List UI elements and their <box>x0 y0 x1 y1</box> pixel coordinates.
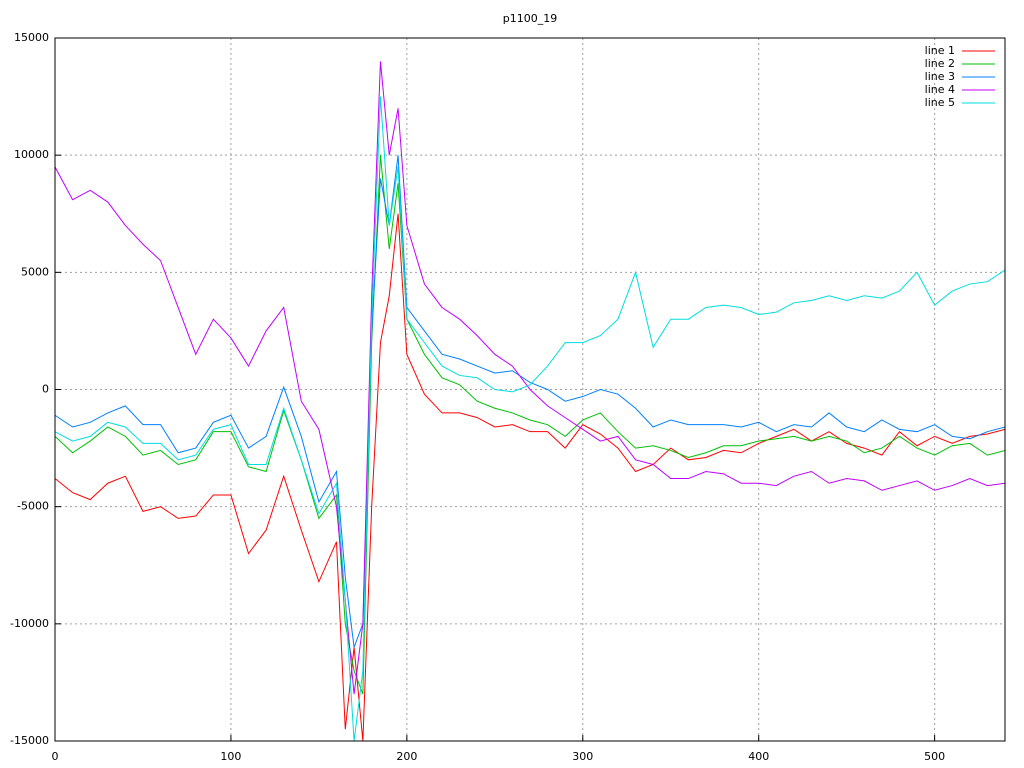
y-tick-label: 5000 <box>21 265 49 278</box>
legend-label: line 2 <box>925 57 955 70</box>
x-tick-label: 100 <box>220 750 241 763</box>
plot-area <box>55 61 1005 741</box>
grid: -15000 -10000 -5000 0 5000 10000 15000 0 100 200 3… <box>10 31 1005 763</box>
legend-label: line 1 <box>925 44 955 57</box>
x-tick-label: 400 <box>748 750 769 763</box>
y-tick-label: 0 <box>42 383 49 396</box>
series-line <box>55 155 1005 648</box>
series-line <box>55 155 1005 695</box>
legend-label: line 3 <box>925 70 955 83</box>
y-tick-label: -5000 <box>17 500 49 513</box>
x-tick-label: 0 <box>52 750 59 763</box>
series-line <box>55 96 1005 741</box>
chart-title: p1100_19 <box>503 12 557 25</box>
y-tick-label: -15000 <box>10 734 49 747</box>
x-tick-label: 500 <box>924 750 945 763</box>
legend-label: line 5 <box>925 96 955 109</box>
plot-frame <box>54 37 1006 742</box>
series-line <box>55 213 1005 741</box>
y-tick-label: 10000 <box>14 148 49 161</box>
series-line <box>55 61 1005 695</box>
legend-label: line 4 <box>925 83 955 96</box>
y-tick-label: -10000 <box>10 617 49 630</box>
x-tick-label: 200 <box>396 750 417 763</box>
y-tick-label: 15000 <box>14 31 49 44</box>
x-tick-label: 300 <box>572 750 593 763</box>
